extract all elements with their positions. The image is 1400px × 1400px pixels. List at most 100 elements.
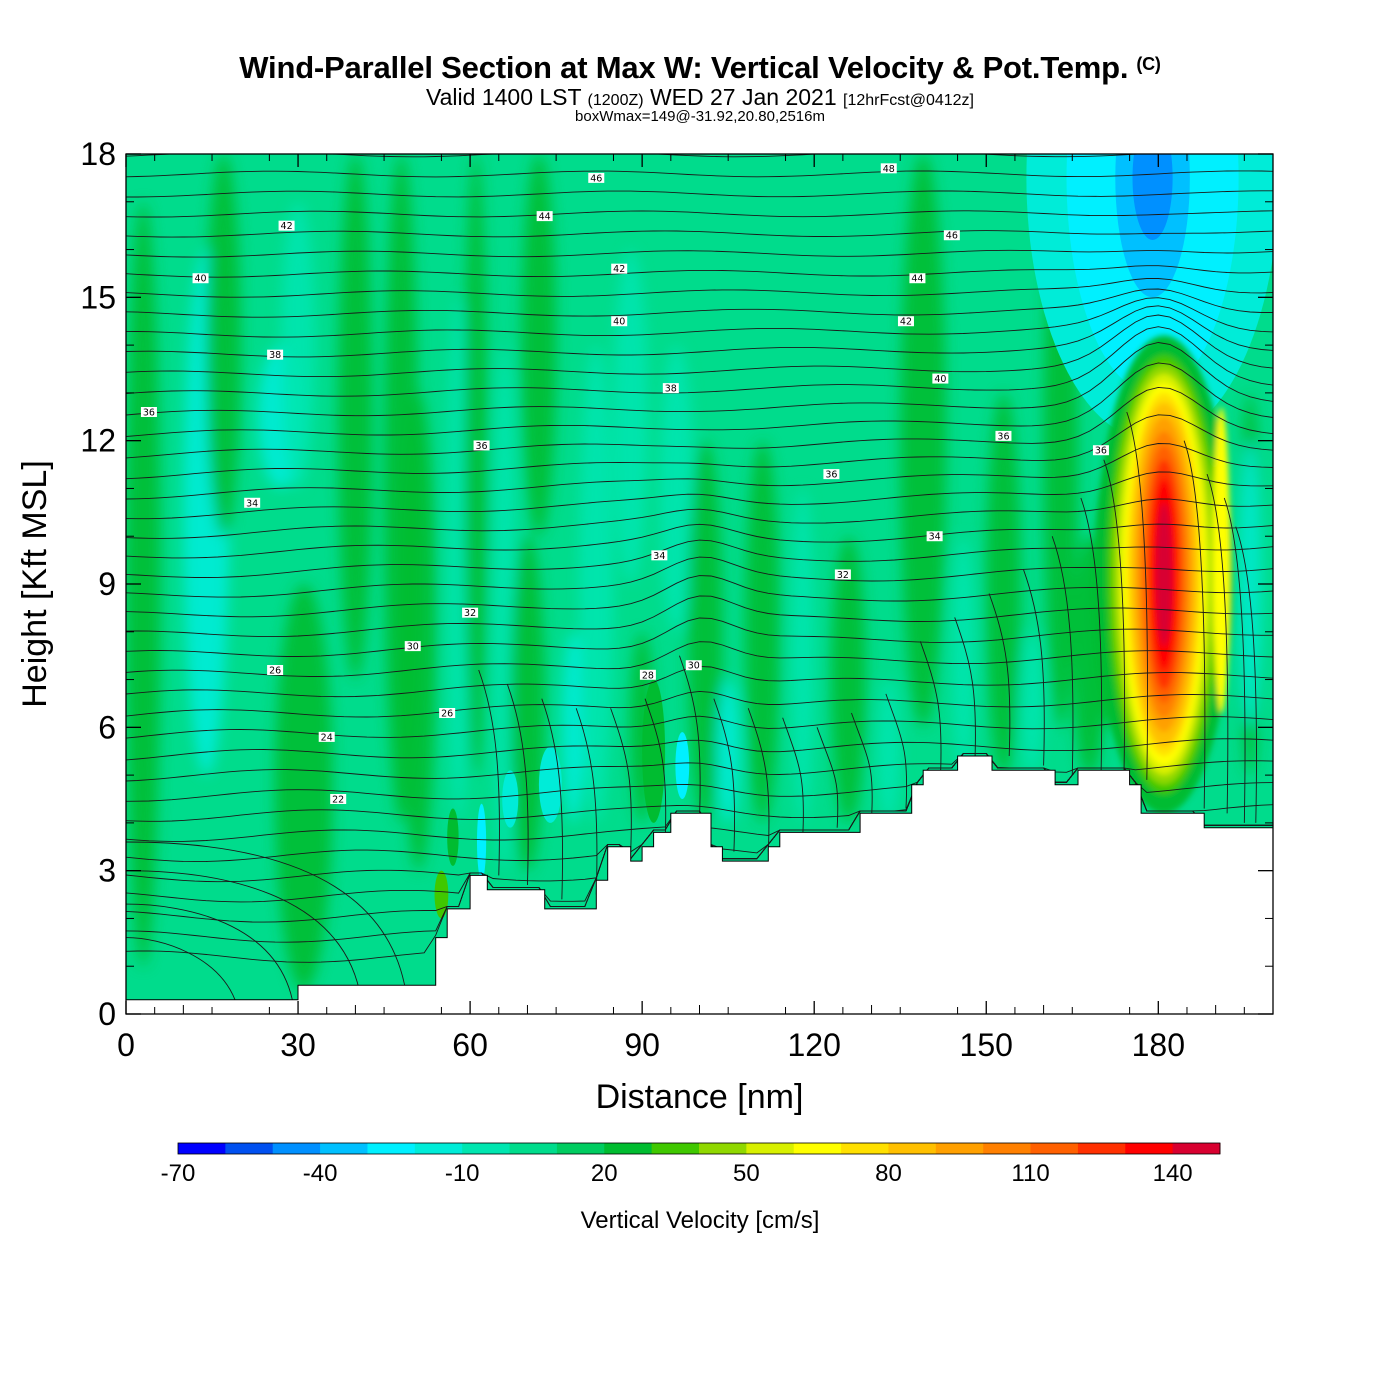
x-axis-label: Distance [nm]: [596, 1078, 804, 1116]
theta-contour: [126, 249, 1273, 258]
theta-contour: [126, 641, 1273, 677]
contour-label-box: [192, 273, 209, 284]
theta-contour: [1223, 497, 1246, 823]
contour-label-box: [267, 665, 284, 675]
x-tick-label: 150: [960, 1027, 1013, 1063]
x-tick-label: 30: [280, 1027, 316, 1063]
contour-label: 36: [1095, 446, 1107, 457]
forecast-label: [12hrFcst@0412z]: [843, 92, 974, 109]
contour-label: 40: [934, 374, 946, 385]
contour-label-box: [278, 220, 295, 231]
theta-contour: [679, 655, 701, 819]
theta-contour: [126, 903, 293, 1000]
velocity-streak: [493, 345, 516, 871]
contour-label-box: [267, 349, 284, 360]
velocity-streak: [716, 679, 740, 823]
theta-contour: [126, 841, 408, 1000]
velocity-streak: [745, 440, 780, 823]
theta-contour: [988, 593, 1011, 757]
contour-label-box: [404, 641, 421, 652]
theta-contour: [126, 870, 362, 1000]
theta-contour: [1080, 497, 1103, 780]
velocity-streak: [579, 345, 614, 823]
velocity-streak: [831, 536, 866, 823]
contour-label-box: [897, 316, 914, 327]
contour-label-box: [330, 794, 347, 804]
theta-contour: [506, 684, 529, 886]
velocity-accent: [642, 679, 666, 823]
contour-label-box: [932, 373, 949, 384]
colorbar-swatch: [1125, 1143, 1174, 1154]
contour-label-box: [318, 731, 335, 742]
y-tick-label: 9: [98, 566, 116, 602]
velocity-accent: [476, 803, 487, 881]
velocity-streak: [280, 201, 316, 489]
theta-contour: [126, 170, 1273, 178]
valid-time-label: Valid 1400 LST: [426, 84, 582, 110]
velocity-accent: [434, 870, 449, 919]
colorbar-tick-label: 50: [733, 1160, 760, 1187]
velocity-streak: [206, 154, 241, 537]
colorbar-tick-label: 80: [875, 1160, 902, 1187]
colorbar-tick-label: -70: [161, 1160, 196, 1187]
theta-contour: [126, 595, 1273, 638]
velocity-streak: [1020, 631, 1044, 776]
theta-contour: [126, 471, 1273, 520]
box-info: boxWmax=149@-31.92,20.80,2516m: [575, 108, 825, 125]
theta-contour: [1206, 473, 1229, 814]
theta-contour: [478, 669, 500, 876]
contour-label-box: [473, 440, 490, 451]
theta-contour: [126, 190, 1273, 198]
theta-contour: [126, 362, 1273, 437]
theta-contour: [851, 712, 873, 819]
theta-contour: [126, 326, 1273, 397]
contour-label-box: [651, 550, 668, 561]
theta-contour: [1051, 536, 1074, 776]
velocity-accent: [538, 746, 562, 823]
theta-contour: [885, 693, 908, 809]
colorbar-swatch: [888, 1143, 937, 1154]
y-axis-label: Height [Kft MSL]: [16, 460, 54, 708]
velocity-streak: [877, 679, 901, 823]
updraft-core: [1095, 335, 1233, 814]
velocity-streak: [338, 154, 373, 680]
y-tick-label: 15: [80, 279, 116, 315]
theta-contour: [126, 937, 236, 1000]
colorbar-swatch: [793, 1143, 842, 1154]
theta-contour: [747, 708, 770, 852]
field-features: [126, 154, 1262, 991]
contour-label: 32: [464, 608, 476, 619]
colorbar-swatch: [604, 1143, 653, 1154]
theta-contour: [126, 556, 1273, 598]
y-tick-label: 6: [98, 709, 116, 745]
contour-labels: 22 24 26 26 28 30 30 32 32 34 34 34 36 36 36 36 36 38 38 40…: [140, 163, 1109, 806]
chart-title: Wind-Parallel Section at Max W: Vertical…: [0, 50, 1400, 86]
terrain-mask: [125, 755, 1274, 1015]
theta-contour: [1023, 569, 1045, 766]
colorbar-swatch: [699, 1143, 747, 1154]
theta-contour: [713, 698, 736, 852]
y-tick-label: 18: [80, 136, 116, 172]
contour-label-box: [943, 230, 960, 241]
theta-contour: [541, 698, 563, 900]
colorbar-swatch: [509, 1143, 558, 1154]
theta-contour: [954, 617, 976, 766]
theta-contour: [126, 575, 1273, 618]
colorbar-swatch: [841, 1143, 889, 1154]
contour-label-box: [834, 569, 851, 580]
contour-label: 42: [900, 317, 912, 328]
x-tick-label: 0: [117, 1027, 135, 1063]
contour-label-box: [685, 660, 702, 671]
contour-label-box: [244, 497, 261, 508]
velocity-streak: [561, 631, 585, 823]
velocity-streak: [510, 536, 545, 871]
colorbar-swatch: [746, 1143, 795, 1154]
colorbar-swatch: [462, 1143, 511, 1154]
contour-label-box: [588, 172, 605, 183]
contour-label-box: [1092, 445, 1109, 456]
x-tick-label: 120: [788, 1027, 841, 1063]
contour-label-box: [995, 430, 1012, 441]
theta-contour: [126, 342, 1273, 417]
